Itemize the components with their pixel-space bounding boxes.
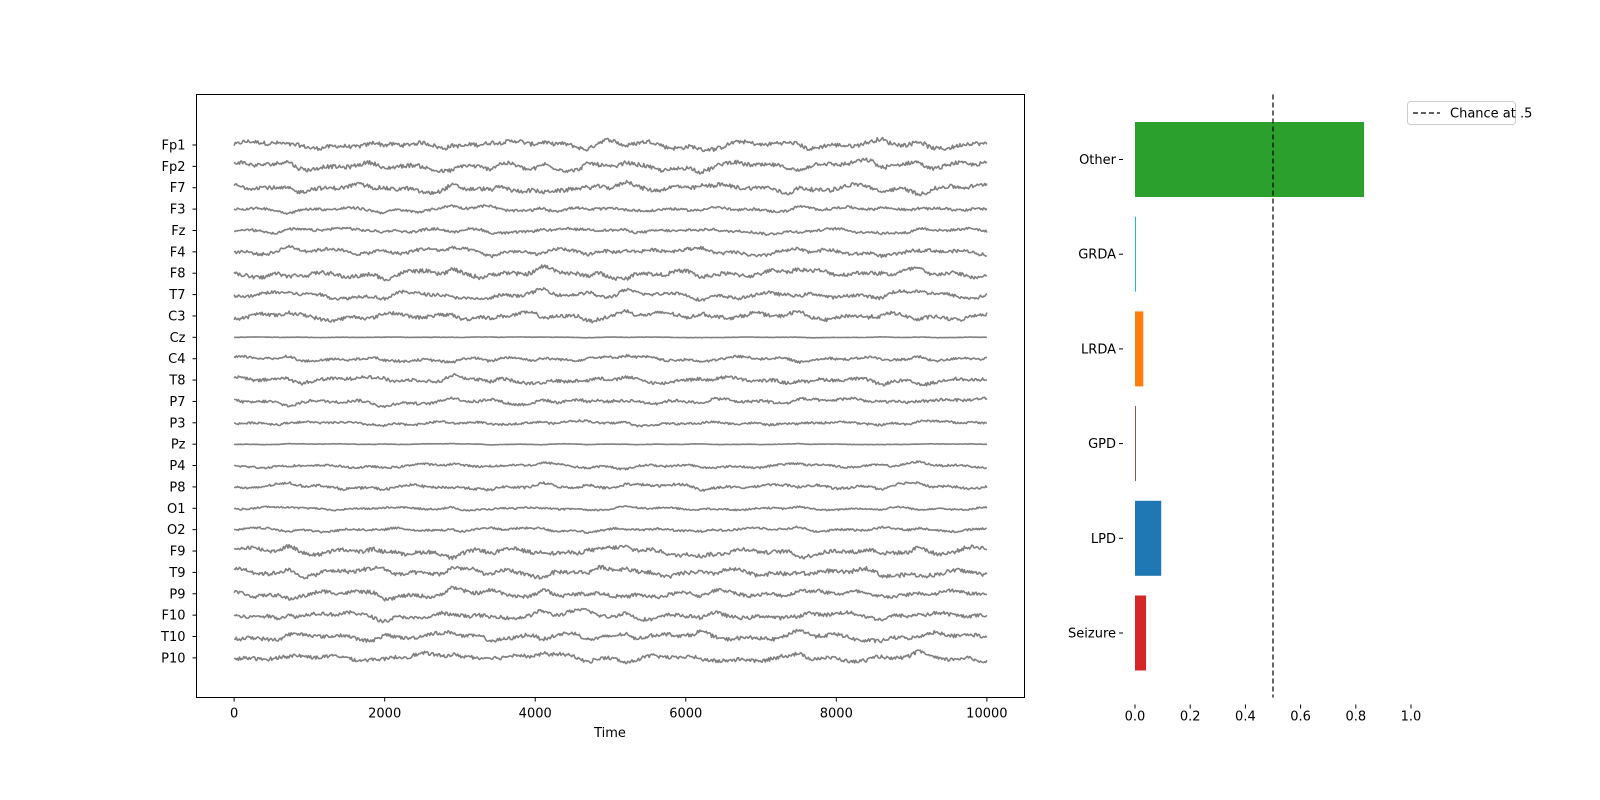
eeg-channel-label: Pz	[171, 438, 186, 453]
prob-x-tick-label: 0.0	[1125, 710, 1146, 725]
prob-x-tick-label: 0.6	[1290, 710, 1311, 725]
eeg-x-tick-label: 4000	[519, 707, 552, 722]
eeg-channel-label: P8	[169, 480, 185, 495]
bar-other	[1135, 122, 1365, 197]
eeg-trace-c4	[233, 353, 987, 365]
eeg-channel-label: F4	[170, 245, 186, 260]
eeg-channel-label: P9	[169, 587, 185, 602]
eeg-channel-label: P10	[161, 651, 185, 666]
bar-seizure	[1135, 595, 1147, 671]
class-label: Seizure	[1068, 627, 1116, 642]
eeg-x-tick-label: 6000	[669, 707, 702, 722]
eeg-trace-fp2	[233, 157, 988, 175]
eeg-trace-p9	[233, 585, 988, 602]
eeg-trace-p10	[233, 649, 988, 665]
eeg-channel-labels: Fp1 Fp2 F7 F3 Fz F4 F8 T7 C3 Cz C4 T8 P7 P3 Pz P4 P8 O1 O2…	[160, 139, 197, 666]
eeg-channel-label: F3	[170, 203, 186, 218]
legend: Chance at .5	[1407, 101, 1532, 125]
eeg-x-tick-label: 0	[230, 707, 238, 722]
eeg-channel-label: F10	[161, 609, 185, 624]
eeg-trace-o1	[233, 505, 988, 512]
legend-entry: Chance at .5	[1450, 107, 1532, 122]
eeg-trace-f10	[233, 607, 988, 624]
eeg-channel-label: T9	[168, 566, 185, 581]
eeg-channel-label: C4	[168, 352, 185, 367]
class-label: GPD	[1088, 437, 1116, 452]
eeg-traces	[233, 136, 988, 665]
prob-x-tick-label: 0.8	[1345, 710, 1366, 725]
eeg-trace-f3	[233, 204, 988, 215]
bar-grda	[1135, 216, 1136, 292]
eeg-x-tick-label: 10000	[966, 707, 1007, 722]
eeg-trace-pz	[234, 442, 987, 446]
class-label: LPD	[1091, 532, 1116, 547]
prob-x-tick-label: 0.2	[1180, 710, 1201, 725]
eeg-channel-label: O2	[167, 523, 186, 538]
eeg-channel-label: P7	[169, 395, 185, 410]
eeg-channel-label: O1	[167, 502, 186, 517]
eeg-trace-t10	[233, 628, 988, 644]
eeg-trace-p3	[233, 419, 988, 428]
prob-x-tick-label: 0.4	[1235, 710, 1256, 725]
class-label: GRDA	[1078, 248, 1116, 263]
eeg-trace-t9	[233, 564, 988, 580]
eeg-trace-p8	[233, 481, 988, 492]
eeg-trace-c3	[233, 308, 988, 324]
eeg-trace-p4	[234, 460, 988, 471]
probability-bars	[1135, 122, 1365, 671]
eeg-channel-label: F8	[170, 267, 186, 282]
class-label: LRDA	[1081, 342, 1116, 357]
eeg-channel-label: T7	[168, 288, 185, 303]
bar-gpd	[1135, 406, 1136, 482]
eeg-trace-fz	[234, 226, 988, 236]
eeg-trace-fp1	[233, 136, 988, 153]
eeg-channel-label: C3	[168, 309, 185, 324]
prob-x-tick-label: 1.0	[1401, 710, 1422, 725]
eeg-trace-cz	[233, 335, 987, 339]
eeg-channel-label: T10	[160, 630, 185, 645]
eeg-channel-label: P3	[169, 416, 185, 431]
eeg-trace-f8	[233, 264, 987, 282]
legend-frame	[1407, 101, 1516, 125]
eeg-x-ticks: 0 2000 4000 6000 8000 10000	[230, 697, 1008, 722]
eeg-channel-label: F9	[170, 545, 186, 560]
eeg-x-axis-label: Time	[593, 726, 626, 741]
eeg-channel-label: P4	[169, 459, 185, 474]
eeg-x-tick-label: 8000	[820, 707, 853, 722]
eeg-trace-f4	[233, 244, 987, 259]
eeg-trace-f7	[233, 179, 988, 197]
eeg-channel-label: F7	[170, 181, 186, 196]
bar-lrda	[1135, 311, 1144, 387]
class-labels: Other GRDA LRDA GPD LPD Seizure	[1068, 153, 1123, 642]
eeg-trace-p7	[233, 396, 988, 409]
eeg-plot-frame	[196, 94, 1025, 698]
eeg-trace-f9	[233, 543, 988, 561]
bar-lpd	[1135, 500, 1162, 576]
eeg-channel-label: Fp1	[161, 139, 185, 154]
eeg-channel-label: T8	[168, 374, 185, 389]
eeg-trace-t7	[233, 287, 988, 302]
eeg-channel-label: Cz	[170, 331, 186, 346]
eeg-trace-t8	[233, 372, 988, 387]
eeg-channel-label: Fz	[171, 224, 185, 239]
probability-x-ticks: 0.0 0.2 0.4 0.6 0.8 1.0	[1125, 704, 1422, 725]
eeg-trace-o2	[233, 525, 987, 535]
eeg-channel-label: Fp2	[161, 160, 185, 175]
class-label: Other	[1079, 153, 1117, 168]
eeg-x-tick-label: 2000	[368, 707, 401, 722]
eeg-panel: Fp1 Fp2 F7 F3 Fz F4 F8 T7 C3 Cz C4 T8 P7 P3 Pz P4 P8 O1 O2…	[160, 94, 1025, 741]
